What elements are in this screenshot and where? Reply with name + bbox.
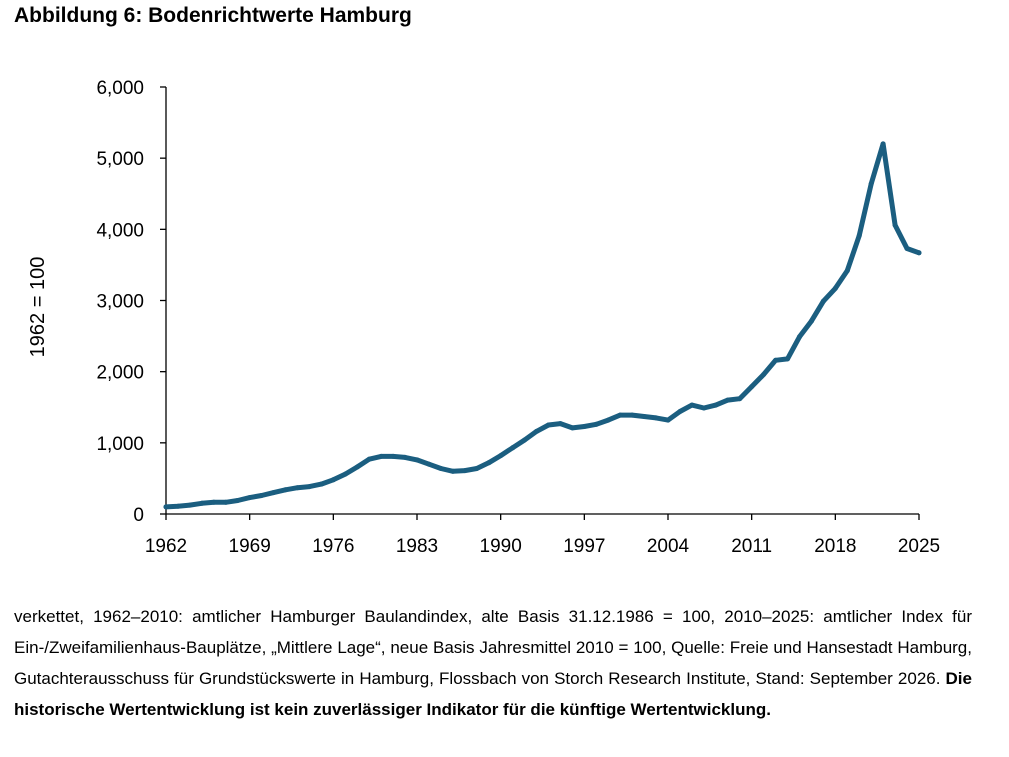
x-tick-label: 1983 <box>396 536 438 557</box>
data-point <box>438 466 444 471</box>
x-tick-label: 2004 <box>647 536 690 557</box>
data-point <box>163 504 169 510</box>
data-point <box>546 422 551 428</box>
data-point <box>665 417 671 423</box>
data-point <box>689 402 695 408</box>
y-tick-label: 0 <box>133 505 144 526</box>
data-point <box>378 453 384 459</box>
data-point <box>653 415 659 421</box>
y-tick-label: 4,000 <box>96 220 144 241</box>
data-point <box>295 485 300 491</box>
data-point <box>426 461 432 467</box>
y-axis-label: 1962 = 100 <box>27 257 49 358</box>
data-point <box>737 396 743 402</box>
data-point <box>534 428 539 434</box>
series-line-0 <box>163 141 922 510</box>
x-tick-label: 1997 <box>563 536 605 557</box>
data-point <box>856 233 862 239</box>
data-point <box>414 457 420 463</box>
data-point <box>211 499 217 505</box>
data-point <box>259 493 265 498</box>
data-point <box>342 471 348 477</box>
data-point <box>330 477 336 483</box>
y-tick-label: 1,000 <box>96 434 144 455</box>
data-point <box>569 425 575 431</box>
data-point <box>677 409 683 414</box>
data-point <box>390 453 396 459</box>
data-point <box>880 141 886 147</box>
data-point <box>354 464 360 470</box>
data-point <box>808 318 814 324</box>
data-point <box>773 357 779 363</box>
source-caption: verkettet, 1962–2010: amtlicher Hamburge… <box>14 601 972 725</box>
data-point <box>868 181 874 187</box>
data-point <box>235 498 241 503</box>
data-point <box>725 397 731 403</box>
caption-text: verkettet, 1962–2010: amtlicher Hamburge… <box>14 607 972 688</box>
data-point <box>629 412 635 418</box>
data-point <box>462 468 468 474</box>
x-tick-label: 2018 <box>814 536 856 557</box>
data-point <box>557 421 563 427</box>
data-point <box>832 285 838 291</box>
data-point <box>199 500 205 506</box>
data-point <box>820 298 826 304</box>
x-axis: 1962 1969 1976 1983 1990 1997 2004 2011 2018 2025 <box>145 513 940 557</box>
series-layer <box>163 141 922 510</box>
x-tick-label: 2011 <box>731 536 772 557</box>
y-tick-label: 2,000 <box>96 363 144 384</box>
data-point <box>402 454 408 460</box>
disclaimer-text: Die historische Wertentwicklung ist kein… <box>14 669 972 719</box>
data-point <box>283 487 288 493</box>
data-point <box>701 405 707 411</box>
data-point <box>904 246 910 251</box>
data-point <box>641 414 647 419</box>
y-tick-label: 3,000 <box>96 292 144 313</box>
x-tick-label: 1962 <box>145 536 187 557</box>
data-point <box>605 417 611 423</box>
y-axis: 0 1,000 2,000 3,000 4,000 5,000 6,000 <box>96 78 167 526</box>
data-point <box>797 334 802 340</box>
x-tick-label: 1990 <box>480 536 522 557</box>
data-point <box>785 356 790 362</box>
x-tick-label: 1969 <box>229 536 271 557</box>
data-point <box>486 460 492 466</box>
data-point <box>749 384 755 390</box>
x-tick-label: 1976 <box>312 536 354 557</box>
data-point <box>916 250 922 256</box>
y-tick-label: 6,000 <box>96 78 144 99</box>
data-point <box>187 502 193 508</box>
data-point <box>593 421 599 427</box>
data-point <box>247 495 253 501</box>
data-point <box>892 222 898 228</box>
data-point <box>510 445 516 451</box>
data-point <box>498 453 504 459</box>
data-point <box>366 456 372 462</box>
data-point <box>761 372 767 377</box>
data-point <box>522 437 528 443</box>
data-point <box>318 481 324 487</box>
data-point <box>844 268 850 274</box>
data-point <box>474 466 480 471</box>
data-point <box>581 424 587 429</box>
y-tick-label: 5,000 <box>96 149 144 170</box>
data-point <box>713 402 719 408</box>
data-point <box>223 499 229 505</box>
data-point <box>175 503 181 509</box>
chart-title: Abbildung 6: Bodenrichtwerte Hamburg <box>14 4 412 27</box>
x-tick-label: 2025 <box>898 536 940 557</box>
data-point <box>271 490 277 496</box>
data-point <box>617 412 623 418</box>
line-chart: 1962 = 100 0 1,000 2,000 3,000 4,000 5,000 6,0… <box>27 78 940 557</box>
data-point <box>450 468 456 474</box>
data-point <box>306 484 312 490</box>
